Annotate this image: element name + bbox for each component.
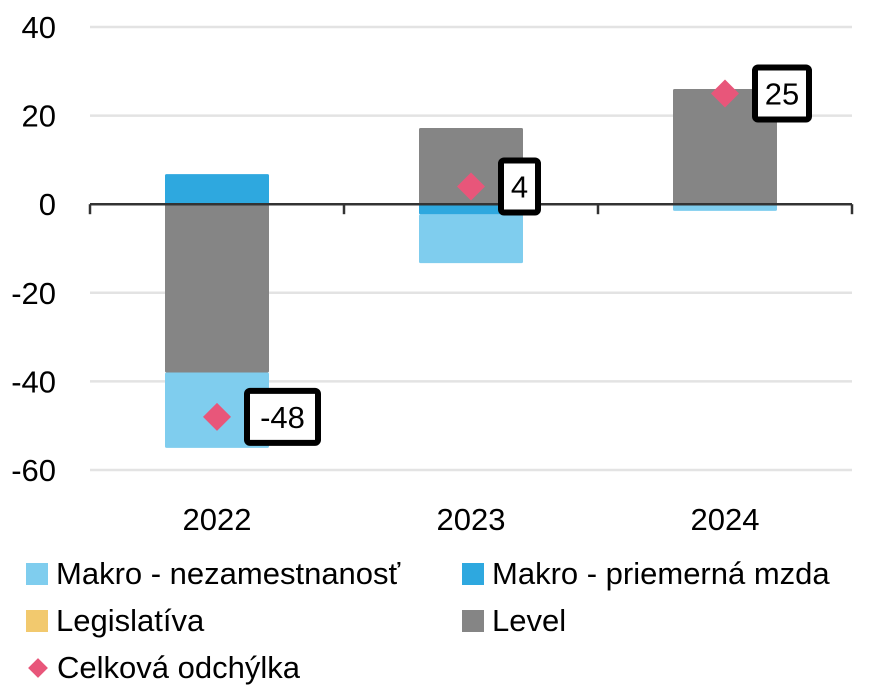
data-label: 25 [765,76,799,111]
x-tick-label: 2022 [183,502,252,537]
x-axis [88,202,854,215]
legend-swatch [26,563,48,585]
legend-swatch [26,610,48,632]
x-tick-label: 2023 [437,502,506,537]
y-tick-label: 40 [22,10,56,45]
y-tick-label: -40 [11,364,56,399]
legend-swatch [462,610,484,632]
marker-diamond-2023 [457,172,485,201]
legend-label: Makro - nezamestnanosť [56,556,401,591]
x-axis-tick-labels: 2022 2023 2024 [183,502,760,537]
marker-diamond-2022 [203,402,231,431]
bar-level-2022 [165,204,269,373]
bar-makro-nezamestnanos--2024 [673,204,777,211]
data-label-box [498,157,541,216]
legend-item-legislativa: Legislatíva [26,603,204,639]
data-label-box [244,387,321,446]
legend-item-level: Level [462,603,566,639]
data-label: -48 [260,400,305,435]
bar-level-2023 [419,128,523,205]
data-labels: -48 4 25 [244,64,812,446]
x-tick-label: 2024 [691,502,760,537]
bar-level-2024 [673,89,777,205]
chart: 40 20 0 -20 -40 -60 2022 2023 2024 -48 4 25 [11,10,854,537]
marker-diamond-2024 [711,79,739,108]
bars [165,89,777,448]
markers [203,79,739,431]
diamond-icon [28,658,48,678]
data-label: 4 [511,169,528,204]
data-label-box [752,64,812,123]
bar-makro-priemern-mzda-2022 [165,174,269,205]
y-tick-label: 0 [39,187,56,222]
bar-makro-priemern-mzda-2023 [419,204,523,215]
legend-item-makro-priemerna-mzda: Makro - priemerná mzda [462,556,830,592]
legend-item-makro-nezamestnanost: Makro - nezamestnanosť [26,556,400,592]
legend-item-celkova-odchylka: Celková odchýlka [26,650,300,686]
legend-swatch [462,563,484,585]
legend-label: Makro - priemerná mzda [492,556,830,591]
legend-label: Level [492,603,567,638]
y-axis-tick-labels: 40 20 0 -20 -40 -60 [11,10,56,488]
legend-label: Legislatíva [56,603,205,638]
y-tick-label: 20 [22,99,56,134]
y-tick-label: -60 [11,453,56,488]
bar-makro-nezamestnanos--2023 [419,214,523,264]
y-tick-label: -20 [11,276,56,311]
legend-label: Celková odchýlka [57,650,300,685]
